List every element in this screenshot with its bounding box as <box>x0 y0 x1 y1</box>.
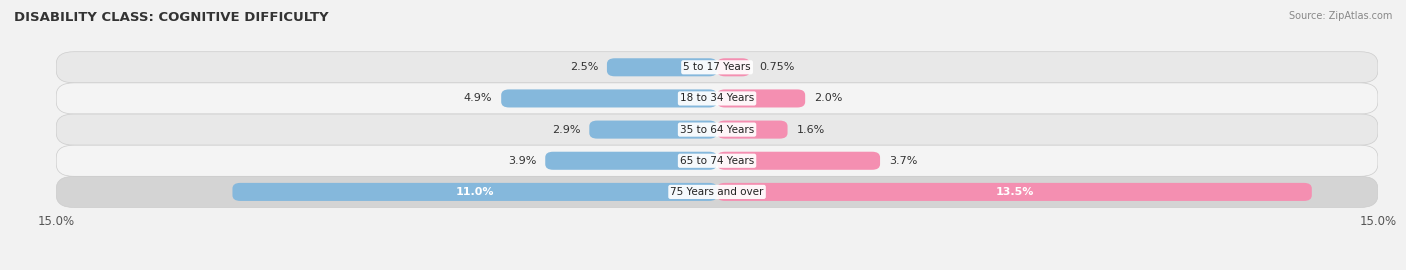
Text: 65 to 74 Years: 65 to 74 Years <box>681 156 754 166</box>
FancyBboxPatch shape <box>717 89 806 107</box>
Text: 4.9%: 4.9% <box>464 93 492 103</box>
Text: 3.7%: 3.7% <box>889 156 917 166</box>
FancyBboxPatch shape <box>501 89 717 107</box>
FancyBboxPatch shape <box>56 114 1378 145</box>
FancyBboxPatch shape <box>232 183 717 201</box>
Text: 2.9%: 2.9% <box>553 124 581 135</box>
Text: 35 to 64 Years: 35 to 64 Years <box>681 124 754 135</box>
Text: 13.5%: 13.5% <box>995 187 1033 197</box>
FancyBboxPatch shape <box>717 121 787 139</box>
Text: 2.5%: 2.5% <box>569 62 598 72</box>
FancyBboxPatch shape <box>546 152 717 170</box>
Text: 11.0%: 11.0% <box>456 187 494 197</box>
Text: 5 to 17 Years: 5 to 17 Years <box>683 62 751 72</box>
Text: DISABILITY CLASS: COGNITIVE DIFFICULTY: DISABILITY CLASS: COGNITIVE DIFFICULTY <box>14 11 329 24</box>
Text: Source: ZipAtlas.com: Source: ZipAtlas.com <box>1288 11 1392 21</box>
FancyBboxPatch shape <box>717 58 751 76</box>
FancyBboxPatch shape <box>56 52 1378 83</box>
FancyBboxPatch shape <box>589 121 717 139</box>
FancyBboxPatch shape <box>56 83 1378 114</box>
Text: 3.9%: 3.9% <box>508 156 537 166</box>
FancyBboxPatch shape <box>607 58 717 76</box>
Text: 18 to 34 Years: 18 to 34 Years <box>681 93 754 103</box>
Text: 1.6%: 1.6% <box>796 124 824 135</box>
FancyBboxPatch shape <box>717 152 880 170</box>
FancyBboxPatch shape <box>717 183 1312 201</box>
Text: 0.75%: 0.75% <box>759 62 794 72</box>
FancyBboxPatch shape <box>56 176 1378 207</box>
FancyBboxPatch shape <box>56 145 1378 176</box>
Text: 75 Years and over: 75 Years and over <box>671 187 763 197</box>
Text: 2.0%: 2.0% <box>814 93 842 103</box>
